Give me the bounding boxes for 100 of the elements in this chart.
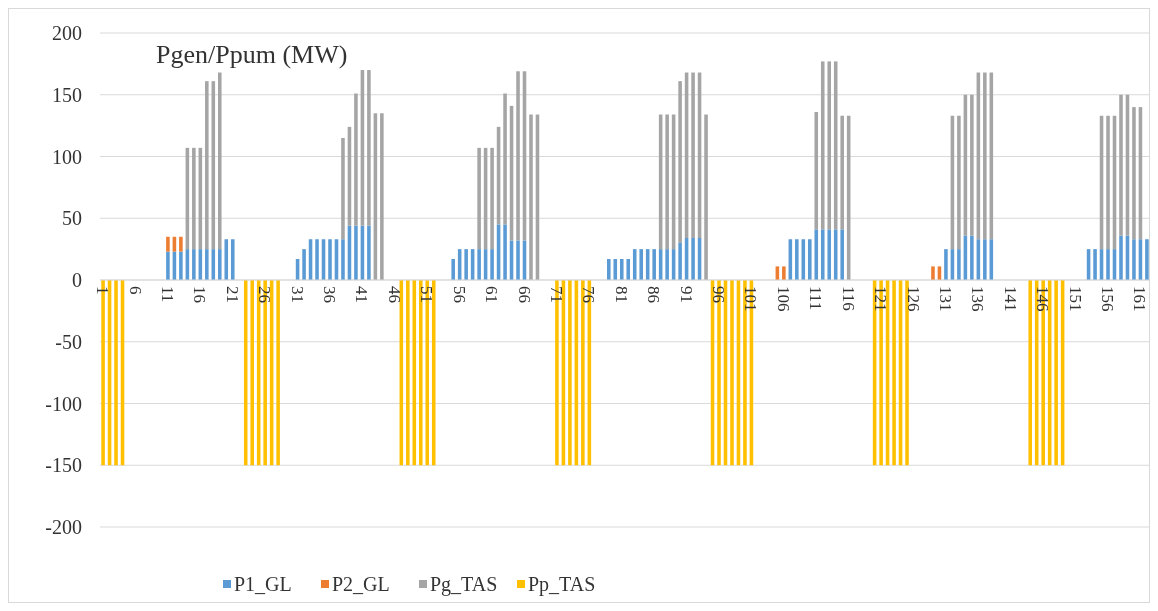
bar [632, 249, 637, 280]
bar [166, 236, 170, 252]
y-tick-label: 150 [52, 83, 82, 106]
bar [626, 259, 631, 280]
x-tick-label: 16 [190, 286, 210, 303]
x-tick-label: 61 [482, 286, 502, 303]
x-tick-label: 156 [1098, 286, 1118, 312]
x-tick-label: 141 [1000, 286, 1020, 312]
bar [931, 266, 935, 280]
x-tick-label: 116 [838, 286, 858, 311]
bar [905, 280, 909, 466]
x-tick-label: 101 [741, 286, 761, 312]
x-tick-label: 46 [384, 286, 404, 303]
bar [619, 259, 624, 280]
legend-label: P1_GL [234, 573, 292, 595]
bar [665, 114, 669, 250]
bar [840, 115, 844, 230]
bar [970, 235, 974, 280]
bar [840, 229, 844, 280]
bar [166, 251, 170, 280]
bar [983, 72, 987, 240]
x-tick-label: 131 [935, 286, 955, 312]
bar [380, 113, 384, 280]
bar [477, 147, 481, 250]
bar [1119, 235, 1123, 280]
y-tick-label: 50 [62, 207, 82, 230]
bar [328, 239, 332, 280]
bar [808, 239, 812, 280]
x-tick-label: 126 [903, 286, 923, 312]
bar [516, 240, 520, 280]
bar [192, 147, 196, 250]
bar [1028, 280, 1032, 466]
bar [691, 72, 695, 239]
x-tick-label: 31 [287, 286, 307, 303]
bar [1132, 239, 1136, 280]
bar [704, 114, 708, 280]
bar [730, 280, 734, 466]
bar [192, 249, 196, 280]
bar [1106, 249, 1110, 280]
x-tick-label: 56 [449, 286, 469, 303]
bar [503, 224, 507, 280]
x-tick-label: 76 [579, 286, 599, 303]
legend-label: Pp_TAS [528, 573, 596, 596]
bar [782, 266, 786, 280]
bar [431, 280, 436, 466]
legend-label: P2_GL [332, 573, 390, 595]
legend-label: Pg_TAS [430, 573, 498, 596]
y-tick-label: -150 [45, 454, 82, 477]
x-tick-label: 36 [320, 286, 340, 303]
x-tick-label: 161 [1130, 286, 1150, 312]
bar [1093, 249, 1097, 280]
bar [516, 71, 520, 241]
bar [1106, 115, 1110, 250]
bar [678, 242, 682, 280]
bar [367, 70, 371, 226]
bar [983, 239, 987, 280]
x-tick-label: 6 [125, 286, 145, 295]
bar [678, 81, 682, 243]
x-tick-label: 41 [352, 286, 372, 303]
bar [743, 280, 747, 466]
bar [814, 112, 819, 230]
bar [451, 259, 455, 280]
y-tick-label: -50 [55, 330, 82, 353]
x-tick-label: 106 [773, 286, 793, 312]
bar [639, 249, 643, 280]
bar [665, 249, 669, 280]
bar [205, 81, 209, 250]
x-tick-label: 86 [644, 286, 664, 303]
x-tick-label: 26 [255, 286, 275, 303]
bar [1145, 239, 1149, 280]
x-tick-label: 111 [806, 286, 826, 311]
bar [218, 72, 222, 250]
bar [205, 249, 209, 280]
y-tick-label: -200 [45, 516, 82, 538]
bar [691, 238, 695, 280]
bar [418, 280, 423, 466]
bar [276, 280, 280, 466]
y-tick-label: 0 [72, 269, 82, 291]
bar [354, 225, 358, 280]
x-tick-label: 1 [93, 286, 113, 295]
y-axis-title: Pgen/Ppum (MW) [156, 40, 348, 69]
bar [1054, 280, 1058, 466]
bar [315, 239, 319, 280]
bar [820, 61, 825, 230]
bar [820, 229, 825, 280]
bar [230, 239, 235, 280]
bar [354, 93, 358, 226]
x-tick-label: 71 [546, 286, 566, 303]
bar [367, 225, 371, 280]
bar [490, 249, 494, 280]
bar [477, 249, 481, 280]
bar [114, 280, 118, 466]
bar [490, 147, 494, 250]
x-tick-label: 21 [222, 286, 242, 303]
bar [1132, 107, 1136, 240]
x-tick-label: 146 [1033, 286, 1053, 312]
bar [250, 280, 254, 466]
bar [613, 259, 618, 280]
y-tick-label: 100 [52, 145, 82, 168]
y-tick-label: -100 [45, 392, 82, 415]
